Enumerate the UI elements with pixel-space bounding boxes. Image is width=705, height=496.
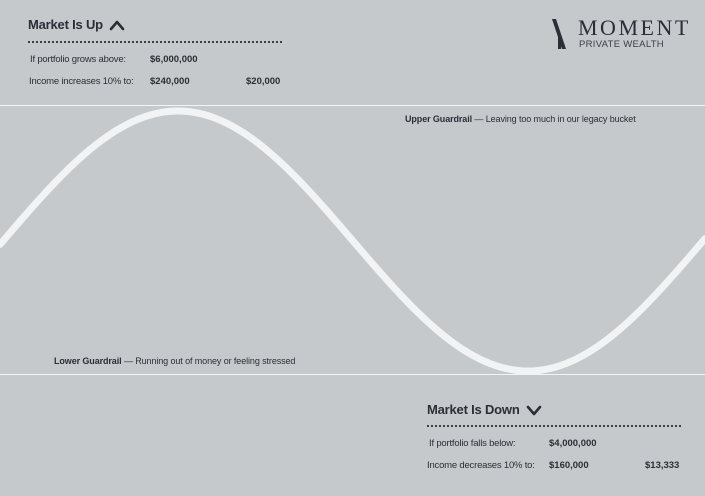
- down-threshold-value: $4,000,000: [549, 438, 597, 449]
- market-down-title-text: Market Is Down: [427, 402, 520, 417]
- market-up-divider: [28, 41, 282, 43]
- upper-guardrail-desc: — Leaving too much in our legacy bucket: [474, 114, 636, 124]
- up-threshold-value: $6,000,000: [150, 54, 198, 65]
- logo: MOMENT PRIVATE WEALTH: [550, 15, 700, 51]
- down-threshold-label: If portfolio falls below:: [429, 438, 516, 449]
- upper-guardrail-name: Upper Guardrail: [405, 114, 473, 124]
- up-threshold-label: If portfolio grows above:: [30, 54, 126, 65]
- market-up-title: Market Is Up: [28, 17, 125, 32]
- up-income-annual: $240,000: [150, 76, 190, 87]
- chevron-down-icon: [526, 405, 541, 415]
- upper-guardrail-label: Upper Guardrail — Leaving too much in ou…: [405, 114, 636, 124]
- down-income-monthly: $13,333: [645, 460, 680, 471]
- down-income-label: Income decreases 10% to:: [427, 460, 535, 471]
- market-up-title-text: Market Is Up: [28, 17, 103, 32]
- up-income-monthly: $20,000: [246, 76, 281, 87]
- logo-mark-icon: [552, 19, 566, 49]
- market-down-divider: [427, 425, 681, 427]
- up-income-label: Income increases 10% to:: [29, 76, 134, 87]
- logo-wordmark: MOMENT: [578, 15, 691, 40]
- down-income-annual: $160,000: [549, 460, 589, 471]
- market-down-title: Market Is Down: [427, 402, 542, 417]
- logo-subtitle: PRIVATE WEALTH: [579, 39, 664, 50]
- lower-guardrail-label: Lower Guardrail — Running out of money o…: [54, 356, 295, 366]
- upper-guardrail-line: [0, 105, 705, 106]
- lower-guardrail-desc: — Running out of money or feeling stress…: [123, 356, 296, 366]
- lower-guardrail-line: [0, 374, 705, 375]
- lower-guardrail-name: Lower Guardrail: [54, 356, 122, 366]
- chevron-up-icon: [109, 20, 125, 30]
